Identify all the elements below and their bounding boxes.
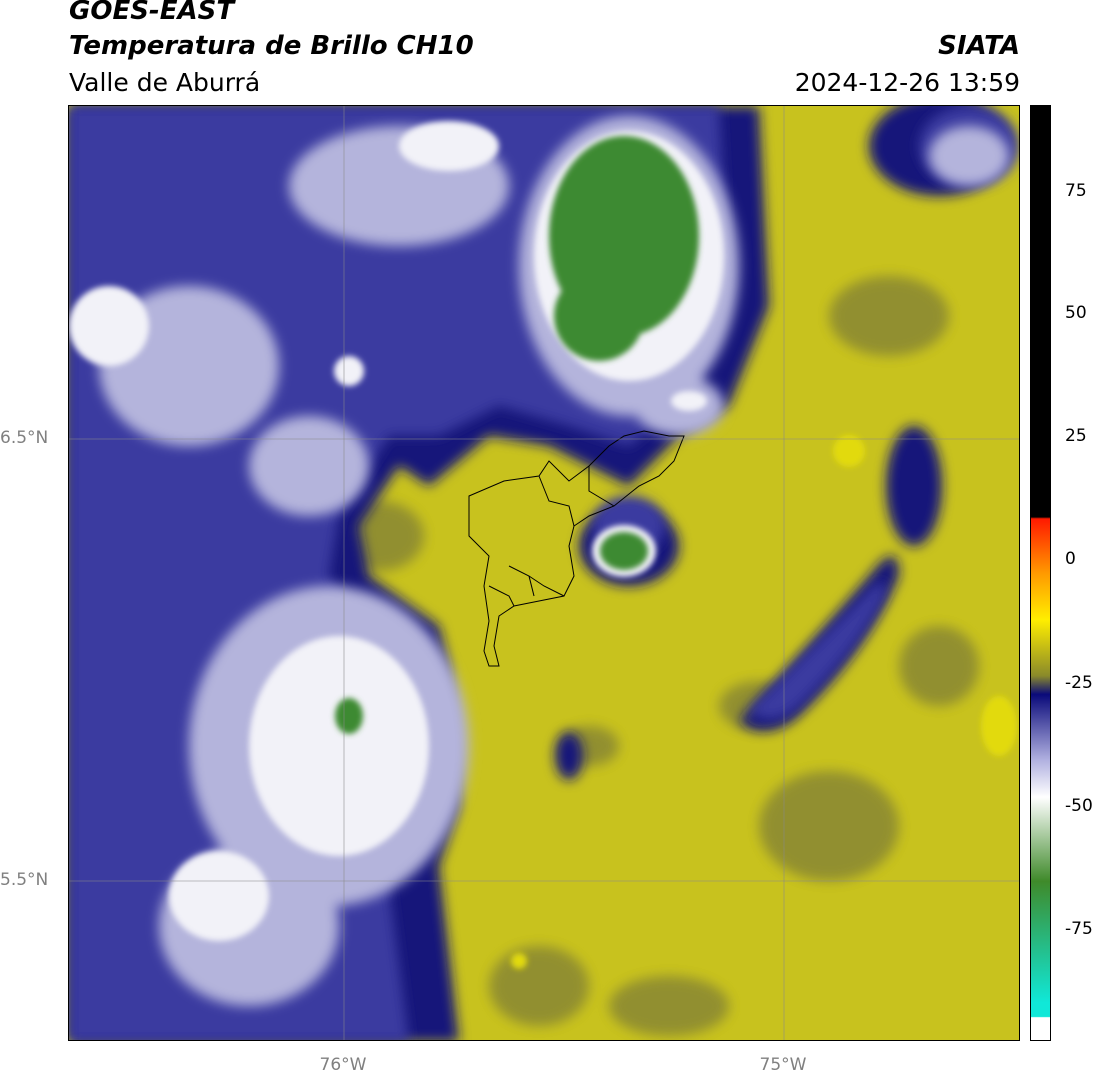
colorbar-tick: -75 <box>1065 919 1093 939</box>
municipality-boundaries <box>468 430 685 667</box>
satellite-title: GOES-EAST <box>69 0 235 26</box>
region-label: Valle de Aburrá <box>69 68 261 97</box>
cold-cores-green <box>335 136 699 734</box>
brightness-temperature-map <box>69 106 1019 1040</box>
organization-label: SIATA <box>938 31 1020 61</box>
lon-label-76w: 76°W <box>319 1055 367 1075</box>
colorbar-tick: 75 <box>1065 181 1087 201</box>
colorbar-tick: 25 <box>1065 426 1087 446</box>
colorbar-tick: 50 <box>1065 303 1087 323</box>
colorbar-tick: -50 <box>1065 796 1093 816</box>
lat-label-5-5n: 5.5°N <box>0 870 49 890</box>
product-title: Temperatura de Brillo CH10 <box>69 31 474 61</box>
lon-label-75w: 75°W <box>759 1055 807 1075</box>
map-panel[interactable] <box>68 105 1020 1041</box>
lat-label-6-5n: 6.5°N <box>0 428 49 448</box>
datetime-label: 2024-12-26 13:59 <box>794 68 1020 97</box>
temperature-colorbar <box>1030 105 1051 1041</box>
colorbar-tick: 0 <box>1065 549 1076 569</box>
colorbar-tick: -25 <box>1065 673 1093 693</box>
warm-spots <box>511 435 1017 969</box>
